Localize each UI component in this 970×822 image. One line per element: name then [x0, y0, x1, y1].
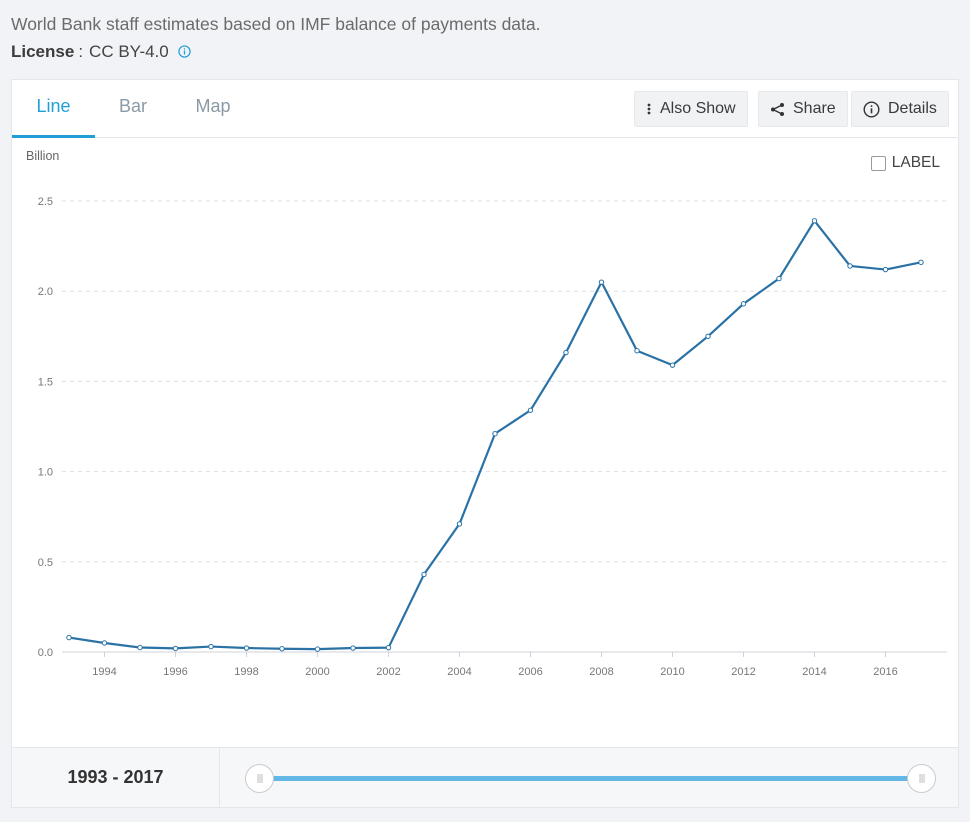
range-end-handle[interactable]: |||: [907, 764, 936, 793]
x-tick-label: 2010: [660, 666, 684, 678]
share-icon: [771, 102, 784, 116]
license-value: CC BY-4.0: [89, 42, 169, 61]
grip-icon: |||: [918, 773, 925, 784]
data-point: [847, 263, 853, 269]
y-tick-label: 0.0: [38, 647, 53, 659]
y-tick-label: 2.5: [38, 196, 53, 208]
chart-card: Line Bar Map Also Show Share Details Bil…: [11, 79, 959, 808]
data-point: [882, 266, 889, 273]
x-tick-label: 2014: [802, 666, 826, 678]
info-icon[interactable]: [178, 44, 191, 58]
y-tick-label: 0.5: [38, 557, 53, 569]
data-point: [208, 643, 214, 650]
data-point: [669, 362, 676, 368]
more-vertical-icon: [647, 103, 651, 115]
data-point: [811, 218, 818, 224]
tab-bar[interactable]: Bar: [118, 96, 147, 116]
source-note: World Bank staff estimates based on IMF …: [11, 14, 541, 34]
share-button[interactable]: Share: [758, 91, 848, 127]
x-tick-label: 1994: [92, 666, 116, 678]
tab-map[interactable]: Map: [195, 96, 231, 116]
data-point: [598, 279, 605, 285]
data-point: [492, 431, 498, 437]
data-point: [527, 407, 534, 413]
tab-line[interactable]: Line: [12, 80, 95, 138]
data-point: [137, 644, 143, 651]
y-tick-label: 1.5: [38, 376, 53, 388]
data-point: [385, 644, 392, 651]
range-label: 1993 - 2017: [12, 748, 220, 808]
x-tick-label: 1998: [234, 666, 258, 678]
x-tick-label: 2012: [731, 666, 755, 678]
range-slider-track[interactable]: [260, 776, 922, 781]
data-point: [740, 301, 747, 307]
x-tick-label: 1996: [163, 666, 187, 678]
also-show-label: Also Show: [660, 100, 736, 117]
data-point: [421, 571, 427, 578]
license-line: License : CC BY-4.0: [11, 42, 191, 62]
x-tick-label: 2016: [873, 666, 897, 678]
x-tick-label: 2002: [376, 666, 400, 678]
data-point: [243, 645, 250, 651]
line-chart: 0.0 0.5 1.0 1.5 2.0 2.5 1994 1996 1998 2000 2002 20…: [38, 196, 947, 678]
y-axis-unit: Billion: [26, 149, 60, 163]
data-point: [314, 646, 321, 652]
chart-tabs: Line Bar Map Also Show Share Details: [12, 80, 958, 138]
y-tick-label: 1.0: [38, 467, 53, 479]
data-point: [279, 646, 285, 652]
data-point: [101, 640, 108, 646]
data-point: [350, 645, 356, 651]
details-label: Details: [888, 100, 937, 117]
data-point: [456, 521, 463, 527]
label-checkbox[interactable]: [870, 155, 886, 171]
x-tick-label: 2004: [447, 666, 471, 678]
license-separator: :: [78, 42, 84, 61]
label-toggle-text: LABEL: [891, 154, 940, 171]
data-point: [634, 348, 640, 354]
data-point: [776, 275, 782, 282]
label-toggle[interactable]: LABEL: [870, 154, 940, 172]
x-tick-label: 2008: [589, 666, 613, 678]
range-footer: 1993 - 2017 ||| |||: [12, 747, 958, 808]
range-start-handle[interactable]: |||: [245, 764, 274, 793]
data-point: [172, 645, 179, 652]
info-circle-icon: [863, 100, 880, 118]
also-show-button[interactable]: Also Show: [634, 91, 748, 127]
grip-icon: |||: [256, 773, 263, 784]
data-point: [66, 634, 72, 641]
y-tick-label: 2.0: [38, 286, 53, 298]
x-tick-label: 2006: [518, 666, 542, 678]
share-label: Share: [793, 100, 836, 117]
x-tick-label: 2000: [305, 666, 329, 678]
data-point: [563, 349, 569, 356]
data-point: [705, 333, 711, 339]
details-button[interactable]: Details: [851, 91, 949, 127]
license-label: License: [11, 42, 75, 61]
data-point: [918, 259, 924, 266]
